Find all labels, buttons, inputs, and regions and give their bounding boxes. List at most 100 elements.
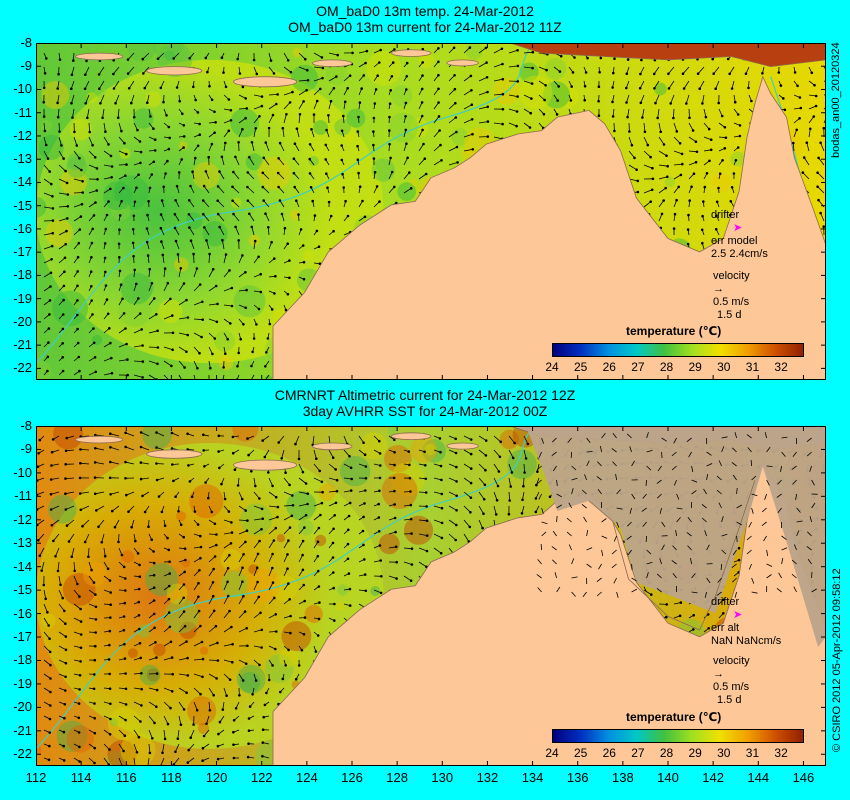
current-arrow-head <box>229 322 232 325</box>
current-arrow <box>268 103 277 110</box>
current-arrow <box>697 66 705 74</box>
current-arrow <box>657 108 660 118</box>
current-arrow <box>673 163 683 166</box>
current-arrow-head <box>56 569 60 573</box>
current-arrow <box>403 157 408 166</box>
current-arrow-head <box>636 179 640 183</box>
current-arrow <box>193 610 200 619</box>
current-arrow-head <box>182 146 185 149</box>
current-arrow-head <box>109 591 112 594</box>
current-arrow <box>223 626 232 633</box>
sst-texture-patch <box>520 71 531 82</box>
current-arrow <box>268 516 278 521</box>
current-arrow <box>125 461 135 465</box>
current-arrow-head <box>316 540 320 544</box>
current-arrow-head <box>267 678 271 682</box>
current-arrow-head <box>124 589 127 592</box>
current-arrow <box>643 164 653 169</box>
sst-texture-patch <box>465 43 483 60</box>
current-arrow <box>277 172 285 180</box>
current-arrow-head <box>378 452 382 455</box>
current-arrow-head <box>141 376 144 379</box>
current-arrow-head <box>437 47 440 50</box>
current-arrow-head <box>287 539 290 542</box>
current-arrow <box>448 477 457 482</box>
current-arrow-head <box>715 214 718 217</box>
current-arrow-head <box>666 164 669 168</box>
current-arrow-head <box>145 240 149 244</box>
current-arrow <box>189 227 195 236</box>
sst-texture-patch <box>264 654 294 683</box>
current-arrow-head <box>109 702 112 706</box>
current-arrow-head <box>244 662 248 666</box>
current-arrow <box>163 315 173 320</box>
current-arrow-head <box>306 78 310 82</box>
current-arrow <box>253 581 258 591</box>
drifter-marker-icon: ➤ <box>733 222 743 234</box>
current-arrow <box>175 240 180 250</box>
current-arrow-head <box>189 239 193 243</box>
current-arrow-head <box>470 118 474 121</box>
current-arrow <box>84 66 90 75</box>
current-arrow <box>88 150 96 158</box>
current-arrow-head <box>452 46 456 50</box>
sst-texture-patch <box>334 118 351 136</box>
current-arrow <box>253 491 260 499</box>
current-arrow-head <box>718 172 722 176</box>
current-arrow-head <box>117 540 120 544</box>
current-arrow <box>193 570 200 577</box>
current-arrow <box>103 122 106 132</box>
current-arrow <box>448 533 456 541</box>
current-arrow-head <box>106 567 110 571</box>
current-arrow <box>103 357 112 362</box>
current-arrow-head <box>93 461 97 464</box>
current-arrow-head <box>660 212 664 216</box>
current-arrow-head <box>795 128 798 132</box>
current-arrow <box>792 142 795 152</box>
current-arrow-head <box>333 514 337 517</box>
current-arrow-head <box>61 369 65 373</box>
current-arrow-head <box>263 455 267 459</box>
current-arrow-head <box>363 573 367 576</box>
current-arrow <box>268 477 273 487</box>
current-arrow-head <box>793 71 797 74</box>
current-arrow-head <box>51 195 54 198</box>
current-arrow <box>433 144 441 152</box>
current-arrow-head <box>378 544 382 547</box>
current-arrow-head <box>375 185 379 188</box>
current-arrow <box>238 117 246 124</box>
current-arrow-head <box>226 580 229 584</box>
current-arrow <box>223 142 226 152</box>
current-arrow-head <box>108 476 112 480</box>
current-arrow-head <box>262 199 266 202</box>
current-arrow-head <box>360 87 364 90</box>
current-arrow <box>58 617 66 624</box>
current-arrow-head <box>221 238 224 242</box>
current-arrow <box>148 346 158 348</box>
current-arrow-head <box>188 226 191 229</box>
current-arrow-head <box>813 83 816 87</box>
sst-texture-patch <box>38 134 64 160</box>
current-arrow-head <box>61 327 65 331</box>
current-arrow-head <box>814 94 818 98</box>
current-arrow-head <box>184 558 187 562</box>
current-arrow <box>251 226 255 236</box>
current-arrow-head <box>675 198 678 202</box>
current-arrow-head <box>109 460 112 464</box>
current-arrow-head <box>125 342 128 346</box>
current-arrow <box>208 582 214 591</box>
current-arrow <box>43 617 50 626</box>
current-arrow-head <box>174 199 177 202</box>
current-arrow-head <box>270 308 274 311</box>
current-arrow-head <box>230 625 233 629</box>
current-arrow <box>448 117 457 124</box>
current-arrow <box>88 122 91 133</box>
current-arrow <box>418 561 427 568</box>
current-arrow <box>463 104 472 110</box>
current-arrow-head <box>203 226 206 229</box>
current-arrow <box>328 449 334 458</box>
current-arrow-head <box>331 571 335 574</box>
current-arrow <box>73 203 83 208</box>
current-arrow-head <box>94 201 97 204</box>
current-arrow-head <box>212 609 216 613</box>
